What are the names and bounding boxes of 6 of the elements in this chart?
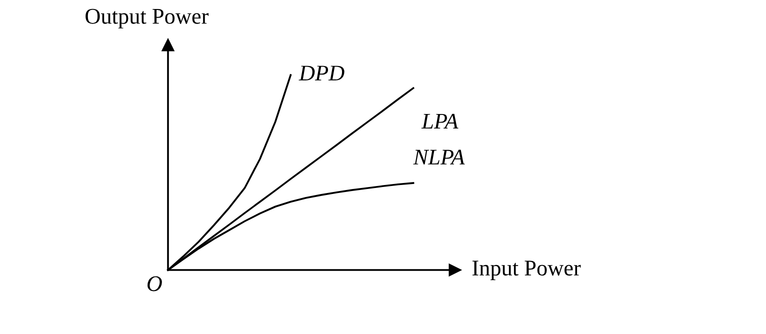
x-axis-title: Input Power	[472, 260, 581, 280]
series-label: DPD	[298, 66, 344, 80]
text: O	[148, 276, 162, 292]
series-label: NLPA	[413, 150, 465, 164]
y-axis-title: Output Power	[86, 8, 209, 28]
series-label: LPA	[421, 114, 458, 129]
